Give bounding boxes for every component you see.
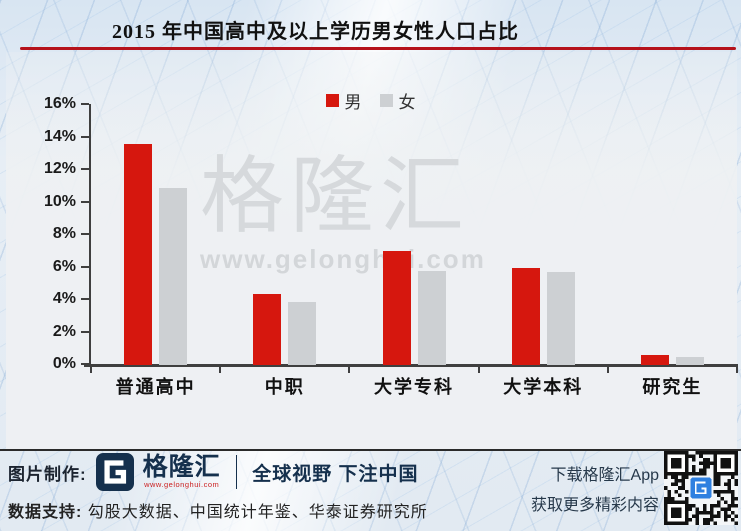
y-tick-label: 4% xyxy=(52,290,76,307)
bar-group-4 xyxy=(608,105,737,365)
y-tick-mark xyxy=(81,330,89,333)
x-tick-mark xyxy=(736,366,738,373)
data-support-text: 勾股大数据、中国统计年鉴、华泰证券研究所 xyxy=(87,504,428,521)
bar-female-1 xyxy=(288,301,317,365)
category-labels: 普通高中 中职 大学专科 大学本科 研究生 xyxy=(91,373,737,399)
legend-swatch-icon xyxy=(379,94,393,107)
bar-male-1 xyxy=(253,293,282,365)
bar-female-3 xyxy=(546,272,575,365)
made-by-label: 图片制作: xyxy=(8,464,87,484)
x-tick-mark xyxy=(348,366,351,373)
y-axis-labels: 0% 2% 4% 6% 8% 10% 12% 14% 16% xyxy=(0,95,76,372)
bar-groups xyxy=(91,105,737,365)
logo-wordmark: 格隆汇 www.gelonghui.com xyxy=(143,455,221,489)
y-tick-mark xyxy=(81,200,89,203)
bar-female-4 xyxy=(675,356,704,365)
y-axis-ticks xyxy=(81,103,89,365)
bar-group-1 xyxy=(220,105,349,365)
x-tick-mark xyxy=(90,366,92,373)
category-label-0: 普通高中 xyxy=(115,377,196,397)
legend-label: 男 xyxy=(344,93,362,112)
legend-item-male: 男 xyxy=(325,88,362,113)
x-tick-mark xyxy=(477,366,480,373)
y-tick-label: 0% xyxy=(52,355,76,372)
qr-caption-line1: 下载格隆汇App xyxy=(550,467,659,484)
logo-url-text: www.gelonghui.com xyxy=(144,480,220,490)
bar-chart: 格隆汇 www.gelonghui.com 0% 2% 4% 6% 8% 10% 12% 14… xyxy=(0,55,741,450)
x-axis-ticks xyxy=(90,366,738,373)
y-tick-mark xyxy=(81,265,89,268)
y-tick-mark xyxy=(81,135,89,138)
plot-area xyxy=(91,105,737,365)
data-support-label: 数据支持: xyxy=(8,504,83,521)
y-tick-label: 12% xyxy=(43,160,76,177)
bar-male-0 xyxy=(124,144,153,365)
y-tick-mark xyxy=(81,233,89,235)
x-tick-mark xyxy=(606,366,609,373)
gelonghui-logo-icon xyxy=(95,453,134,491)
footer-branding: 图片制作: 格隆汇 www.gelonghui.com 全球视野 下注中国 xyxy=(8,453,418,491)
page-title: 2015 年中国高中及以上学历男女性人口占比 xyxy=(112,21,519,43)
x-tick-mark xyxy=(219,366,222,373)
y-tick-mark xyxy=(81,298,89,300)
footer-slogan: 全球视野 下注中国 xyxy=(252,463,419,485)
bar-group-3 xyxy=(479,105,608,365)
legend-label: 女 xyxy=(398,93,416,112)
title-underline xyxy=(20,47,736,50)
category-label-2: 大学专科 xyxy=(374,377,454,397)
qr-code xyxy=(664,451,738,525)
qr-caption-line2: 获取更多精彩内容 xyxy=(530,497,659,515)
footer-vertical-divider xyxy=(235,455,238,489)
bar-female-2 xyxy=(417,270,446,365)
category-label-3: 大学本科 xyxy=(503,377,584,397)
bar-group-0 xyxy=(91,105,220,365)
y-tick-label: 8% xyxy=(52,225,76,242)
y-tick-label: 2% xyxy=(52,322,76,340)
logo-brand-text: 格隆汇 xyxy=(142,453,221,482)
data-support-line: 数据支持: 勾股大数据、中国统计年鉴、华泰证券研究所 xyxy=(8,498,428,522)
category-label-1: 中职 xyxy=(264,377,305,397)
legend-swatch-icon xyxy=(325,94,339,107)
bar-male-2 xyxy=(382,251,411,365)
bar-female-0 xyxy=(159,187,188,365)
bar-male-4 xyxy=(640,355,669,365)
bar-group-2 xyxy=(349,105,478,365)
legend-item-female: 女 xyxy=(379,88,416,113)
y-tick-label: 16% xyxy=(43,95,76,112)
footer-divider xyxy=(0,449,741,451)
category-label-4: 研究生 xyxy=(642,377,703,397)
chart-legend: 男女 xyxy=(0,88,741,113)
y-axis-line xyxy=(89,104,91,366)
y-tick-mark xyxy=(81,168,89,170)
y-tick-label: 6% xyxy=(52,257,76,275)
y-tick-mark xyxy=(81,103,89,105)
qr-caption: 下载格隆汇App 获取更多精彩内容 xyxy=(531,455,659,522)
y-tick-label: 14% xyxy=(43,127,76,145)
x-axis-line xyxy=(84,364,738,367)
bar-male-3 xyxy=(511,267,540,365)
y-tick-label: 10% xyxy=(43,192,76,210)
